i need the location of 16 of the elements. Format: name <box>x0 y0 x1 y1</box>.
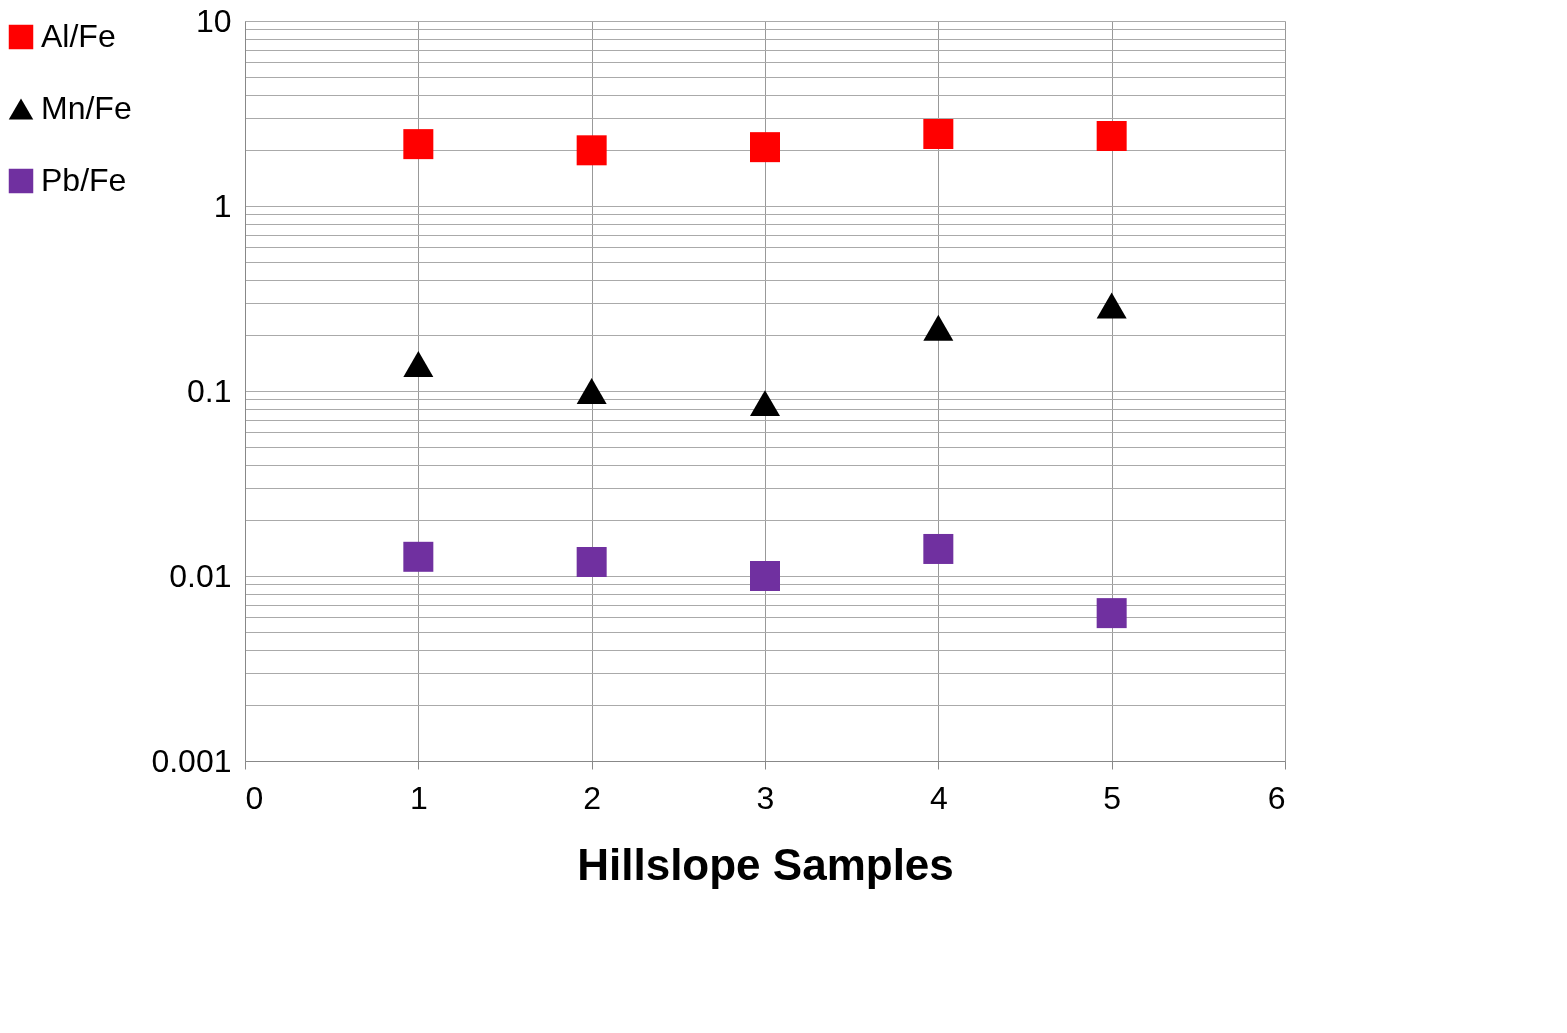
y-tick-label: 0.1 <box>187 372 232 409</box>
y-tick-label: 0.01 <box>169 557 232 594</box>
x-axis-title: Hillslope Samples <box>577 839 954 889</box>
legend-label: Pb/Fe <box>41 162 127 198</box>
y-tick-label: 0.001 <box>151 742 232 779</box>
x-tick-label: 3 <box>756 779 775 816</box>
legend-label: Al/Fe <box>41 18 116 54</box>
y-tick-label: 1 <box>213 187 232 224</box>
x-tick-label: 6 <box>1267 779 1286 816</box>
x-tick-label: 2 <box>583 779 602 816</box>
x-tick-label: 0 <box>245 779 264 816</box>
x-tick-label: 5 <box>1103 779 1122 816</box>
x-tick-label: 4 <box>929 779 948 816</box>
y-tick-label: 10 <box>195 2 232 39</box>
legend-label: Mn/Fe <box>41 90 132 126</box>
x-tick-label: 1 <box>409 779 428 816</box>
